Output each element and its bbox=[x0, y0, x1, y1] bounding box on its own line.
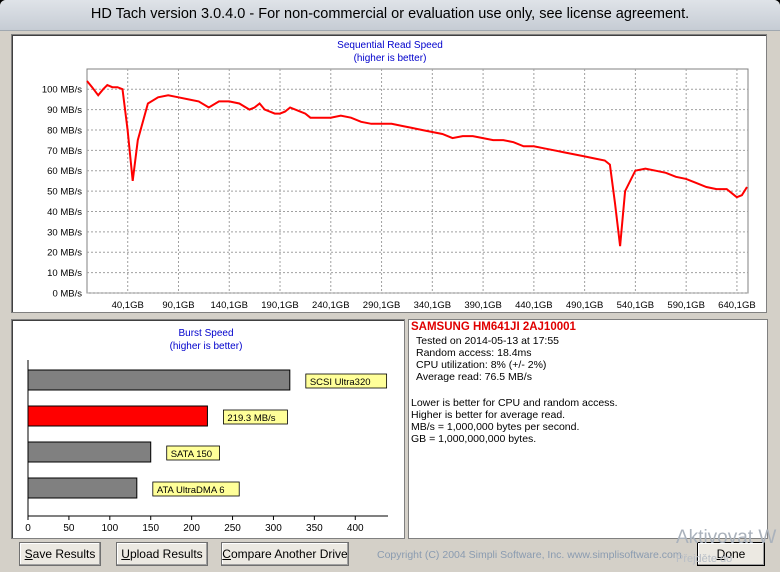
read-chart-x-ticks: 40,1GB 90,1GB 140,1GB 190,1GB 240,1GB 290,1GB… bbox=[112, 300, 756, 311]
note-higher-better: Higher is better for average read. bbox=[411, 409, 566, 421]
title-bar[interactable]: HD Tach version 3.0.4.0 - For non-commer… bbox=[0, 0, 780, 31]
cpu-utilization: CPU utilization: 8% (+/- 2%) bbox=[416, 359, 547, 371]
drive-name: SAMSUNG HM641JI 2AJ10001 bbox=[411, 321, 576, 333]
read-speed-chart: Sequential Read Speed (higher is better)… bbox=[42, 40, 756, 311]
burst-label-box bbox=[305, 373, 388, 389]
burst-bar bbox=[27, 441, 152, 463]
burst-label-box bbox=[166, 445, 220, 461]
read-chart-grid bbox=[86, 68, 749, 294]
burst-x-tick: 250 bbox=[224, 523, 241, 534]
read-x-tick: 640,1GB bbox=[718, 300, 756, 311]
done-hotkey: D bbox=[716, 547, 726, 561]
read-y-tick: 90 MB/s bbox=[47, 105, 82, 116]
save-results-button[interactable]: Save Results bbox=[19, 542, 101, 566]
upload-hotkey: U bbox=[121, 547, 130, 561]
read-speed-line bbox=[86, 80, 748, 247]
done-label: one bbox=[725, 547, 746, 561]
burst-x-tick: 350 bbox=[306, 523, 323, 534]
copyright-text: Copyright (C) 2004 Simpli Software, Inc.… bbox=[377, 549, 682, 561]
burst-chart-title: Burst Speed bbox=[178, 328, 233, 339]
burst-x-tick: 150 bbox=[142, 523, 159, 534]
burst-x-tick: 200 bbox=[183, 523, 200, 534]
activation-watermark: Aktivovat W bbox=[676, 527, 777, 548]
burst-label-box bbox=[152, 481, 240, 497]
burst-bar bbox=[27, 369, 291, 391]
compare-hotkey: C bbox=[222, 547, 231, 561]
save-hotkey: S bbox=[24, 547, 33, 561]
burst-x-tick: 50 bbox=[63, 523, 75, 534]
drive-info-panel: SAMSUNG HM641JI 2AJ10001 Tested on 2014-… bbox=[408, 319, 768, 539]
burst-x-tick: 0 bbox=[25, 523, 31, 534]
read-chart-subtitle: (higher is better) bbox=[354, 53, 427, 64]
read-x-tick: 340,1GB bbox=[414, 300, 452, 311]
random-access: Random access: 18.4ms bbox=[416, 347, 532, 359]
read-y-tick: 100 MB/s bbox=[42, 85, 82, 96]
read-x-tick: 240,1GB bbox=[312, 300, 350, 311]
note-mbs-def: MB/s = 1,000,000 bytes per second. bbox=[411, 421, 580, 433]
read-x-tick: 140,1GB bbox=[211, 300, 249, 311]
upload-results-button[interactable]: Upload Results bbox=[116, 542, 208, 566]
read-x-tick: 540,1GB bbox=[617, 300, 655, 311]
tested-on: Tested on 2014-05-13 at 17:55 bbox=[416, 335, 560, 347]
burst-bar bbox=[27, 477, 138, 499]
read-y-tick: 60 MB/s bbox=[47, 166, 82, 177]
burst-bar bbox=[27, 405, 208, 427]
upload-label: pload Results bbox=[129, 547, 203, 561]
read-y-tick: 20 MB/s bbox=[47, 248, 82, 259]
read-y-tick: 80 MB/s bbox=[47, 125, 82, 136]
read-x-tick: 390,1GB bbox=[464, 300, 502, 311]
read-x-tick: 290,1GB bbox=[363, 300, 401, 311]
read-x-tick: 190,1GB bbox=[261, 300, 299, 311]
burst-x-tick: 400 bbox=[347, 523, 364, 534]
burst-bars: SCSI Ultra320 219.3 MB/s SATA 150 ATA Ultra… bbox=[27, 369, 388, 499]
compare-label: ompare Another Drive bbox=[230, 547, 348, 561]
read-y-tick: 10 MB/s bbox=[47, 268, 82, 279]
burst-label-box bbox=[223, 409, 288, 425]
burst-bar-label: SATA 150 bbox=[171, 449, 212, 460]
burst-x-axis: 0 50 100 150 200 250 300 350 400 bbox=[25, 360, 388, 534]
read-y-tick: 30 MB/s bbox=[47, 227, 82, 238]
read-y-tick: 40 MB/s bbox=[47, 207, 82, 218]
burst-speed-chart: Burst Speed (higher is better) SCSI Ultr… bbox=[25, 328, 388, 534]
note-gb-def: GB = 1,000,000,000 bytes. bbox=[411, 433, 537, 445]
burst-chart-subtitle: (higher is better) bbox=[170, 341, 243, 352]
save-label: ave Results bbox=[32, 547, 96, 561]
burst-bar-label: SCSI Ultra320 bbox=[310, 377, 371, 388]
window-title: HD Tach version 3.0.4.0 - For non-commer… bbox=[90, 6, 690, 22]
read-x-tick: 40,1GB bbox=[112, 300, 144, 311]
burst-x-tick: 300 bbox=[265, 523, 282, 534]
burst-speed-panel: Burst Speed (higher is better) SCSI Ultr… bbox=[11, 319, 405, 539]
activation-watermark-sub: Přejděte do bbox=[676, 553, 733, 565]
burst-bar-label: ATA UltraDMA 6 bbox=[157, 485, 225, 496]
burst-x-tick: 100 bbox=[101, 523, 118, 534]
read-y-tick: 50 MB/s bbox=[47, 187, 82, 198]
read-x-tick: 490,1GB bbox=[566, 300, 604, 311]
read-speed-panel: Sequential Read Speed (higher is better)… bbox=[11, 34, 767, 313]
read-y-tick: 70 MB/s bbox=[47, 146, 82, 157]
read-chart-y-ticks: 100 MB/s 90 MB/s 80 MB/s 70 MB/s 60 MB/s 50 M… bbox=[42, 85, 82, 300]
burst-bar-label: 219.3 MB/s bbox=[227, 413, 275, 424]
average-read: Average read: 76.5 MB/s bbox=[416, 371, 532, 383]
compare-drive-button[interactable]: Compare Another Drive bbox=[221, 542, 349, 566]
read-x-tick: 590,1GB bbox=[667, 300, 705, 311]
done-button[interactable]: Done bbox=[697, 542, 765, 566]
read-x-tick: 440,1GB bbox=[515, 300, 553, 311]
read-chart-title: Sequential Read Speed bbox=[337, 40, 443, 51]
read-x-tick: 90,1GB bbox=[162, 300, 194, 311]
read-y-tick: 0 MB/s bbox=[52, 289, 82, 300]
note-lower-better: Lower is better for CPU and random acces… bbox=[411, 397, 618, 409]
